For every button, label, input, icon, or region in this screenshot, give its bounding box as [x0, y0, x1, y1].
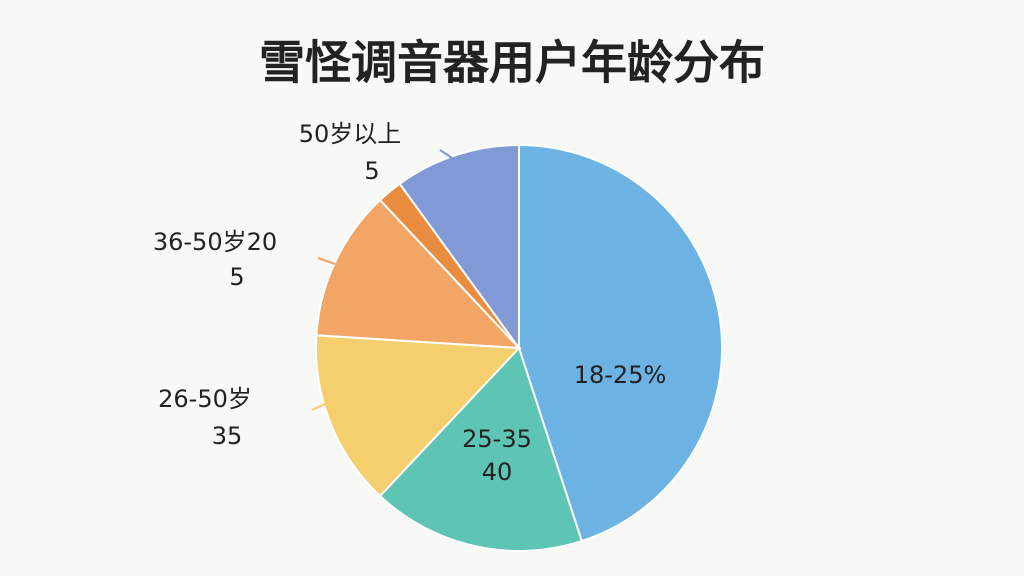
leader-line: [439, 149, 459, 163]
leader-line: [311, 403, 326, 411]
slice-label: 18-25%: [574, 361, 667, 389]
slice-label: 36-50岁20: [153, 228, 277, 256]
pie-slice: [398, 143, 520, 352]
pie-slice: [518, 143, 723, 543]
pie-slice: [378, 346, 583, 552]
slice-label: 26-50岁: [158, 385, 252, 413]
chart-title: 雪怪调音器用户年龄分布: [259, 36, 765, 90]
slice-sublabel: 5: [364, 157, 379, 185]
slice-sublabel: 35: [212, 422, 243, 450]
slice-label: 50岁以上: [299, 120, 402, 148]
pie-slice: [315, 198, 522, 350]
pie-slice: [315, 334, 522, 498]
slice-label: 25-35: [462, 425, 532, 453]
leader-line: [317, 257, 336, 265]
slice-sublabel: 40: [482, 458, 513, 486]
slice-sublabel: 5: [229, 263, 244, 291]
